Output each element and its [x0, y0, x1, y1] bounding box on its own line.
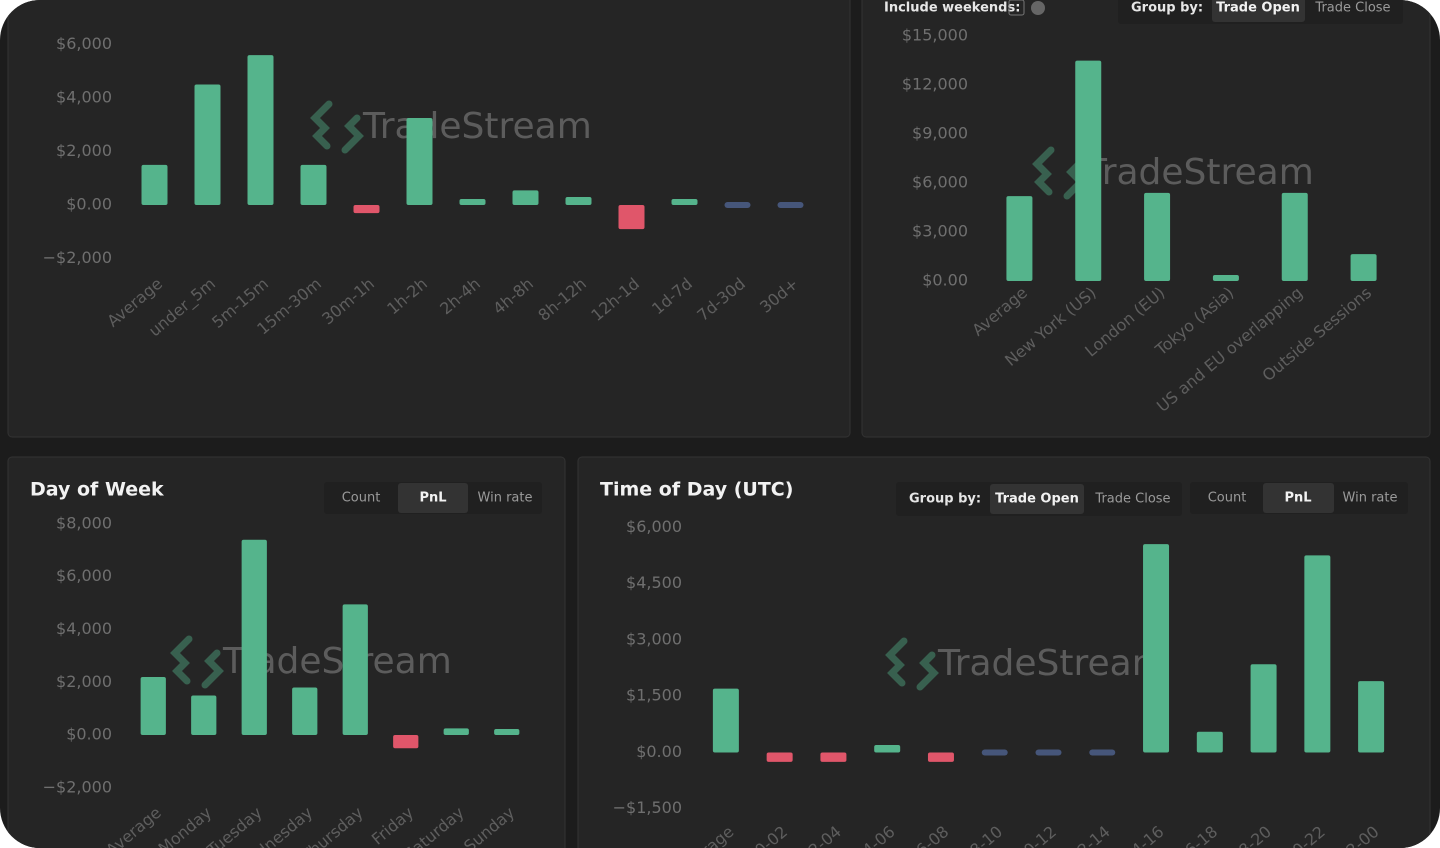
y-tick-label: $4,000 [56, 619, 112, 638]
bar [191, 695, 217, 736]
y-tick-label: $0.00 [922, 271, 968, 290]
y-tick-label: $8,000 [56, 513, 112, 532]
chart-title: Day of Week [30, 479, 164, 501]
bar [671, 199, 698, 206]
bar [194, 84, 221, 206]
bar [512, 190, 539, 206]
bar [1006, 196, 1033, 281]
y-tick-label: $3,000 [626, 629, 682, 648]
toggle-active[interactable] [398, 483, 468, 513]
watermark-logo [170, 635, 224, 689]
watermark-logo [310, 100, 364, 154]
bar [1035, 749, 1062, 756]
toggle-active[interactable] [1263, 483, 1334, 513]
toggle-option[interactable]: Win rate [1343, 491, 1398, 506]
bar [406, 118, 433, 206]
y-tick-label: $6,000 [56, 34, 112, 53]
y-tick-label: $0.00 [66, 725, 112, 744]
toggle-option[interactable]: Count [1208, 491, 1247, 506]
y-tick-label: −$2,000 [43, 777, 112, 796]
y-tick-label: $4,500 [626, 573, 682, 592]
bar [1281, 192, 1308, 281]
y-tick-label: $6,000 [626, 517, 682, 536]
bar [1075, 60, 1102, 282]
bar [777, 202, 804, 209]
bar [443, 728, 469, 736]
bar [292, 687, 318, 736]
toggle-option[interactable]: Count [342, 491, 381, 506]
toggle-option[interactable]: PnL [1284, 491, 1311, 506]
bar [1304, 555, 1331, 753]
panel [7, 456, 566, 848]
bar [712, 688, 739, 753]
bar [565, 197, 592, 206]
panel [7, 0, 851, 438]
y-tick-label: $0.00 [66, 195, 112, 214]
y-tick-label: $15,000 [902, 26, 968, 45]
bar [300, 164, 327, 206]
y-tick-label: $6,000 [56, 566, 112, 585]
bar [618, 205, 645, 230]
toggle-option[interactable]: Trade Open [1216, 1, 1300, 16]
toggle-option[interactable]: Win rate [478, 491, 533, 506]
y-tick-label: $2,000 [56, 672, 112, 691]
bar [820, 752, 847, 762]
bar [1350, 254, 1377, 281]
watermark-logo [885, 637, 939, 691]
y-tick-label: $3,000 [912, 222, 968, 241]
bar [247, 55, 274, 206]
bar [241, 539, 267, 736]
bar [342, 604, 368, 736]
bar [459, 199, 486, 206]
y-tick-label: −$2,000 [43, 248, 112, 267]
checkbox[interactable] [1008, 0, 1025, 16]
y-tick-label: $2,000 [56, 141, 112, 160]
bar [1196, 731, 1223, 753]
bar [1250, 664, 1277, 753]
watermark: TradeStream [362, 106, 592, 147]
toggle-active[interactable] [990, 484, 1084, 514]
toggle-option[interactable]: PnL [419, 491, 446, 506]
watermark: TradeStream [937, 643, 1167, 684]
y-tick-label: $4,000 [56, 87, 112, 106]
bar [1212, 275, 1239, 281]
label: Group by: [909, 492, 981, 507]
watermark: TradeStream [1084, 152, 1314, 193]
bar [393, 735, 419, 749]
toggle-option[interactable]: Trade Open [995, 492, 1079, 507]
bar [874, 744, 901, 753]
label: Group by: [1131, 1, 1203, 16]
y-tick-label: −$1,500 [613, 798, 682, 817]
y-tick-label: $9,000 [912, 124, 968, 143]
bar [981, 749, 1008, 756]
y-tick-label: $6,000 [912, 173, 968, 192]
bar [766, 752, 793, 762]
y-tick-label: $1,500 [626, 686, 682, 705]
bar [140, 676, 166, 736]
bar [927, 752, 954, 762]
toggle-option[interactable]: Trade Close [1314, 1, 1390, 16]
info-icon[interactable] [1031, 1, 1045, 15]
label: Include weekends: [884, 1, 1020, 16]
y-tick-label: $12,000 [902, 75, 968, 94]
bar [1089, 749, 1116, 756]
bar [353, 205, 380, 214]
toggle-option[interactable]: Trade Close [1094, 492, 1170, 507]
bar [1144, 192, 1171, 281]
y-tick-label: $0.00 [636, 742, 682, 761]
bar [724, 202, 751, 209]
bar [141, 164, 168, 206]
bar [1143, 544, 1170, 753]
bar [494, 729, 520, 736]
toggle-active[interactable] [1212, 0, 1305, 22]
chart-title: Time of Day (UTC) [600, 479, 793, 501]
bar [1358, 681, 1385, 753]
